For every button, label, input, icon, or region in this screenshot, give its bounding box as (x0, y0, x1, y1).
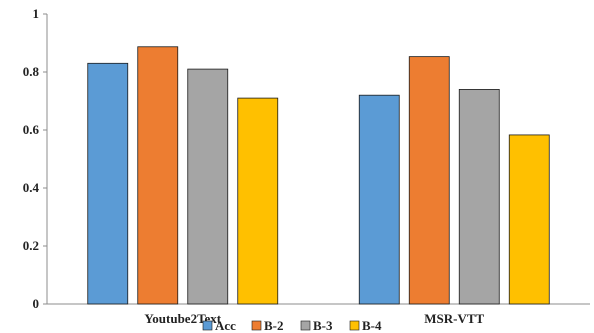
y-tick-label: 0.4 (23, 180, 40, 195)
bar-acc-msrvtt (358, 94, 400, 305)
bar-b3-msrvtt (458, 89, 500, 305)
bars (87, 46, 550, 305)
y-tick-label: 0.6 (23, 122, 40, 137)
bar-b4-msrvtt (508, 134, 550, 305)
y-tick-labels: 0 0.2 0.4 0.6 0.8 1 (23, 6, 47, 311)
legend-label: Acc (215, 318, 236, 333)
bar-b3-youtube2text (187, 68, 229, 305)
axes (46, 14, 590, 305)
y-tick-label: 0.8 (23, 64, 40, 79)
legend-label: B-4 (362, 318, 382, 333)
legend-label: B-3 (313, 318, 333, 333)
legend: Acc B-2 B-3 B-4 (202, 318, 382, 333)
y-tick-label: 1 (33, 6, 40, 21)
x-category-label: MSR-VTT (424, 311, 484, 326)
legend-swatch (202, 320, 213, 331)
x-category-labels: Youtube2Text MSR-VTT (144, 311, 484, 326)
y-tick-label: 0 (33, 296, 40, 311)
legend-swatch (300, 320, 311, 331)
bar-b2-youtube2text (137, 46, 179, 305)
legend-swatch (349, 320, 360, 331)
x-category-label: Youtube2Text (144, 311, 221, 326)
bar-b2-msrvtt (408, 56, 450, 305)
legend-label: B-2 (264, 318, 284, 333)
bar-b4-youtube2text (237, 97, 279, 305)
bar-acc-youtube2text (87, 62, 129, 305)
y-tick-label: 0.2 (23, 238, 39, 253)
legend-swatch (251, 320, 262, 331)
